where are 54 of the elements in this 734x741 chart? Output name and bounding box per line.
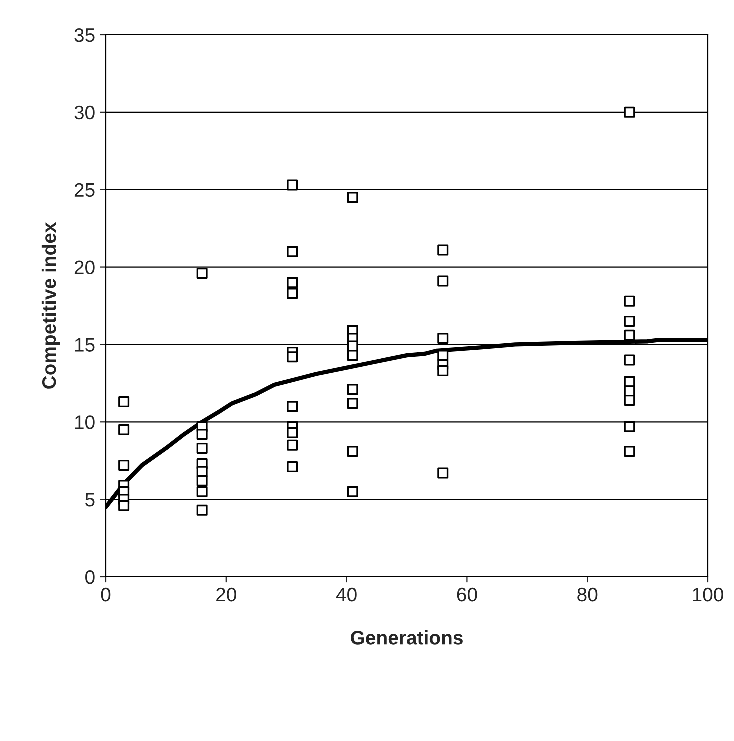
x-tick-label: 40 xyxy=(336,588,357,602)
point xyxy=(118,396,130,408)
y-tick-label: 25 xyxy=(74,183,95,198)
point xyxy=(624,316,636,327)
point xyxy=(287,427,298,438)
x-tick-label: 0 xyxy=(101,588,111,602)
x-tick-label: 80 xyxy=(578,588,598,602)
point xyxy=(347,398,358,410)
point xyxy=(438,244,449,256)
point xyxy=(624,106,636,118)
x-tick-label: 60 xyxy=(457,588,478,602)
y-tick-label: 35 xyxy=(74,28,95,42)
point xyxy=(196,486,208,498)
point xyxy=(438,468,449,479)
point xyxy=(196,442,208,454)
point xyxy=(624,354,636,366)
point xyxy=(438,333,449,344)
point xyxy=(624,394,636,406)
point xyxy=(347,350,358,362)
point xyxy=(287,180,298,191)
point xyxy=(624,421,636,432)
y-tick-label: 5 xyxy=(86,493,95,507)
y-tick-label: 20 xyxy=(74,260,95,275)
point xyxy=(347,192,358,204)
point xyxy=(196,475,208,486)
y-tick-label: 10 xyxy=(75,416,95,430)
point xyxy=(287,352,298,363)
y-tick-label: 15 xyxy=(75,338,95,352)
point xyxy=(624,330,636,341)
point xyxy=(118,500,130,512)
x-axis-title: Generations xyxy=(351,630,463,645)
point xyxy=(347,446,358,458)
point xyxy=(438,366,449,377)
y-tick-label: 30 xyxy=(74,106,95,120)
point xyxy=(287,277,298,288)
x-tick-label: 20 xyxy=(216,588,236,602)
point xyxy=(196,429,208,440)
point xyxy=(347,486,358,498)
point xyxy=(287,288,298,300)
point xyxy=(287,462,298,473)
point xyxy=(196,504,208,516)
point xyxy=(624,296,636,307)
point xyxy=(287,246,298,258)
y-tick-label: 0 xyxy=(86,570,95,584)
point xyxy=(624,446,636,458)
point xyxy=(347,384,358,396)
x-tick-label: 100 xyxy=(693,588,724,602)
point xyxy=(287,401,298,412)
point xyxy=(118,424,130,436)
point xyxy=(287,440,298,451)
y-axis-title: Competitive index xyxy=(42,222,60,389)
point xyxy=(438,276,449,287)
point xyxy=(118,460,130,471)
point xyxy=(196,268,208,279)
